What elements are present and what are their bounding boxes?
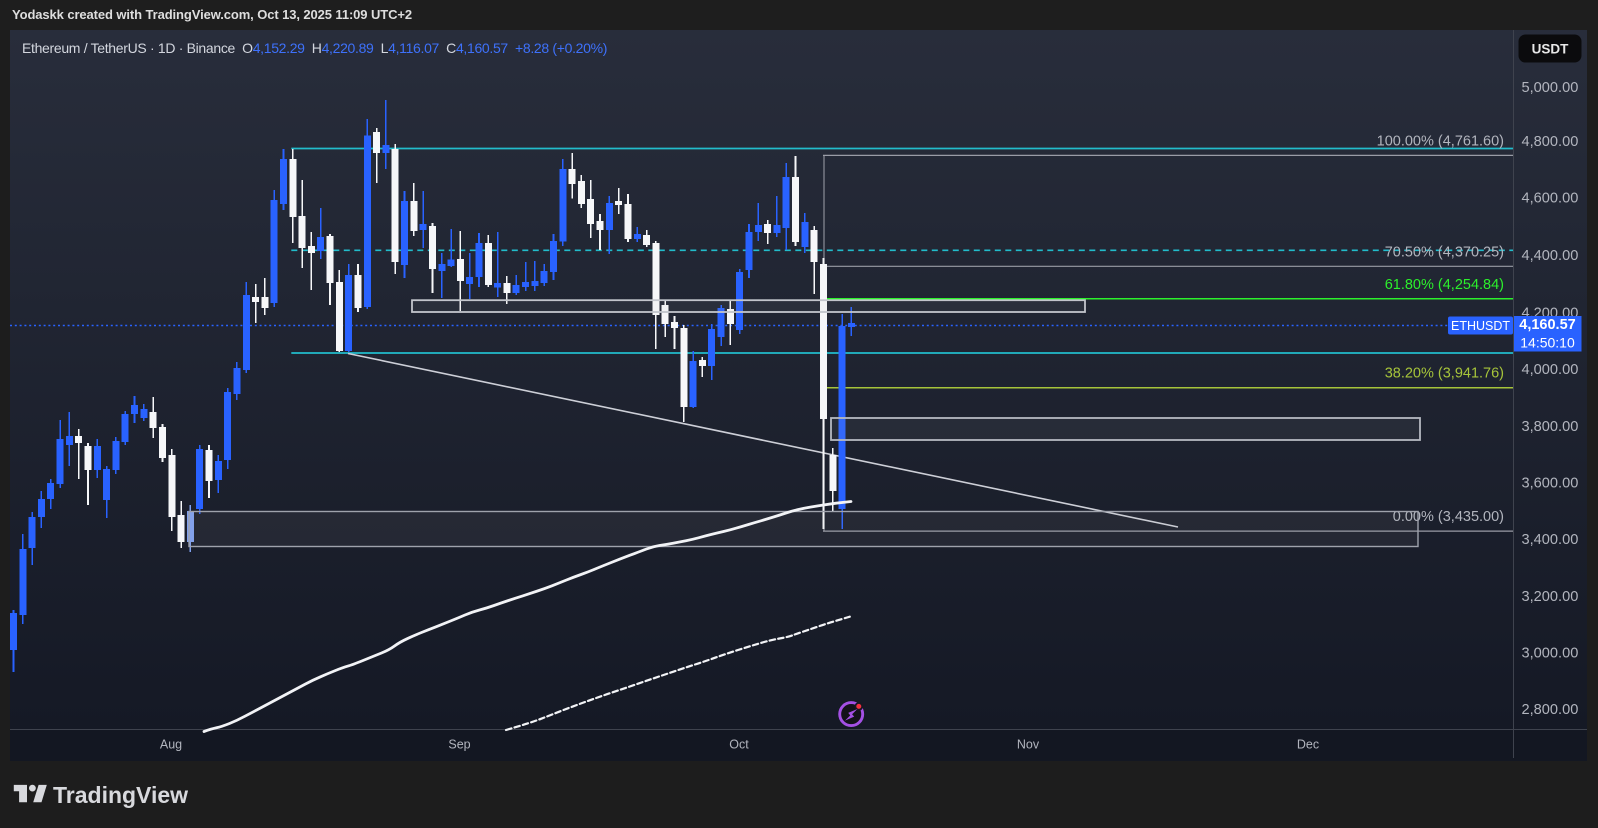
- svg-text:70.50% (4,370.25): 70.50% (4,370.25): [1385, 244, 1504, 260]
- svg-text:Oct: Oct: [729, 738, 749, 752]
- svg-text:Dec: Dec: [1297, 738, 1319, 752]
- svg-text:4,800.00: 4,800.00: [1522, 134, 1579, 150]
- svg-text:14:50:10: 14:50:10: [1520, 335, 1575, 351]
- svg-text:4,160.57: 4,160.57: [1519, 317, 1575, 333]
- svg-text:3,600.00: 3,600.00: [1522, 476, 1579, 492]
- svg-text:Sep: Sep: [448, 738, 470, 752]
- svg-text:3,000.00: 3,000.00: [1522, 645, 1579, 661]
- svg-text:38.20% (3,941.76): 38.20% (3,941.76): [1385, 366, 1504, 382]
- svg-text:61.80% (4,254.84): 61.80% (4,254.84): [1385, 277, 1504, 293]
- svg-text:4,600.00: 4,600.00: [1522, 191, 1579, 207]
- svg-text:5,000.00: 5,000.00: [1522, 80, 1579, 96]
- svg-text:4,000.00: 4,000.00: [1522, 362, 1579, 378]
- svg-text:100.00% (4,761.60): 100.00% (4,761.60): [1377, 133, 1504, 149]
- svg-text:3,400.00: 3,400.00: [1522, 532, 1579, 548]
- svg-text:3,800.00: 3,800.00: [1522, 419, 1579, 435]
- svg-text:3,200.00: 3,200.00: [1522, 589, 1579, 605]
- svg-text:Aug: Aug: [160, 738, 182, 752]
- svg-text:USDT: USDT: [1532, 42, 1570, 57]
- svg-text:4,400.00: 4,400.00: [1522, 248, 1579, 264]
- svg-text:0.00% (3,435.00): 0.00% (3,435.00): [1393, 509, 1504, 525]
- svg-text:ETHUSDT: ETHUSDT: [1451, 319, 1510, 333]
- svg-text:2,800.00: 2,800.00: [1522, 702, 1579, 718]
- svg-text:Nov: Nov: [1017, 738, 1040, 752]
